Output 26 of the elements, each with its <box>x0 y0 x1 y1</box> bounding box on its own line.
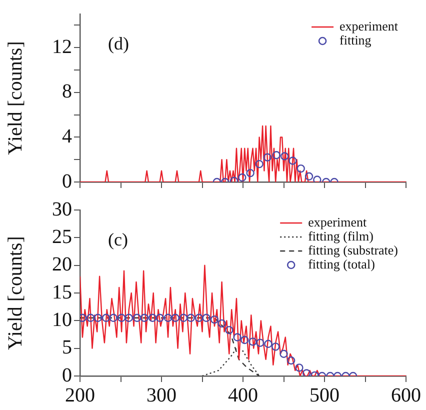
x-tick-label: 400 <box>228 384 258 406</box>
legend-label: experiment <box>308 214 367 230</box>
legend-label: fitting <box>340 32 372 48</box>
y-tick-label: 20 <box>52 254 72 276</box>
legend-label: fitting (total) <box>308 256 375 272</box>
y-tick-label: 5 <box>62 336 72 359</box>
legend-label: fitting (film) <box>308 228 374 244</box>
y-tick-label: 15 <box>52 281 72 304</box>
y-tick-label: 12 <box>52 36 72 58</box>
y-axis-title: Yield [counts] <box>4 41 26 155</box>
annotation: (d) <box>108 34 129 54</box>
annotation: (c) <box>108 230 128 250</box>
x-tick-label: 200 <box>65 384 95 406</box>
y-axis-title: Yield [counts] <box>4 236 26 350</box>
x-tick-label: 300 <box>146 384 176 406</box>
x-tick-label: 600 <box>391 384 421 406</box>
legend-label: fitting (substrate) <box>308 242 398 258</box>
x-tick-label: 500 <box>310 384 340 406</box>
y-tick-label: 4 <box>62 125 72 148</box>
y-tick-label: 10 <box>52 308 72 331</box>
y-tick-label: 8 <box>62 80 72 103</box>
legend-label: experiment <box>340 18 398 34</box>
y-tick-label: 0 <box>62 364 72 386</box>
y-tick-label: 0 <box>62 170 72 192</box>
y-tick-label: 30 <box>52 198 72 220</box>
y-tick-label: 25 <box>52 226 72 248</box>
